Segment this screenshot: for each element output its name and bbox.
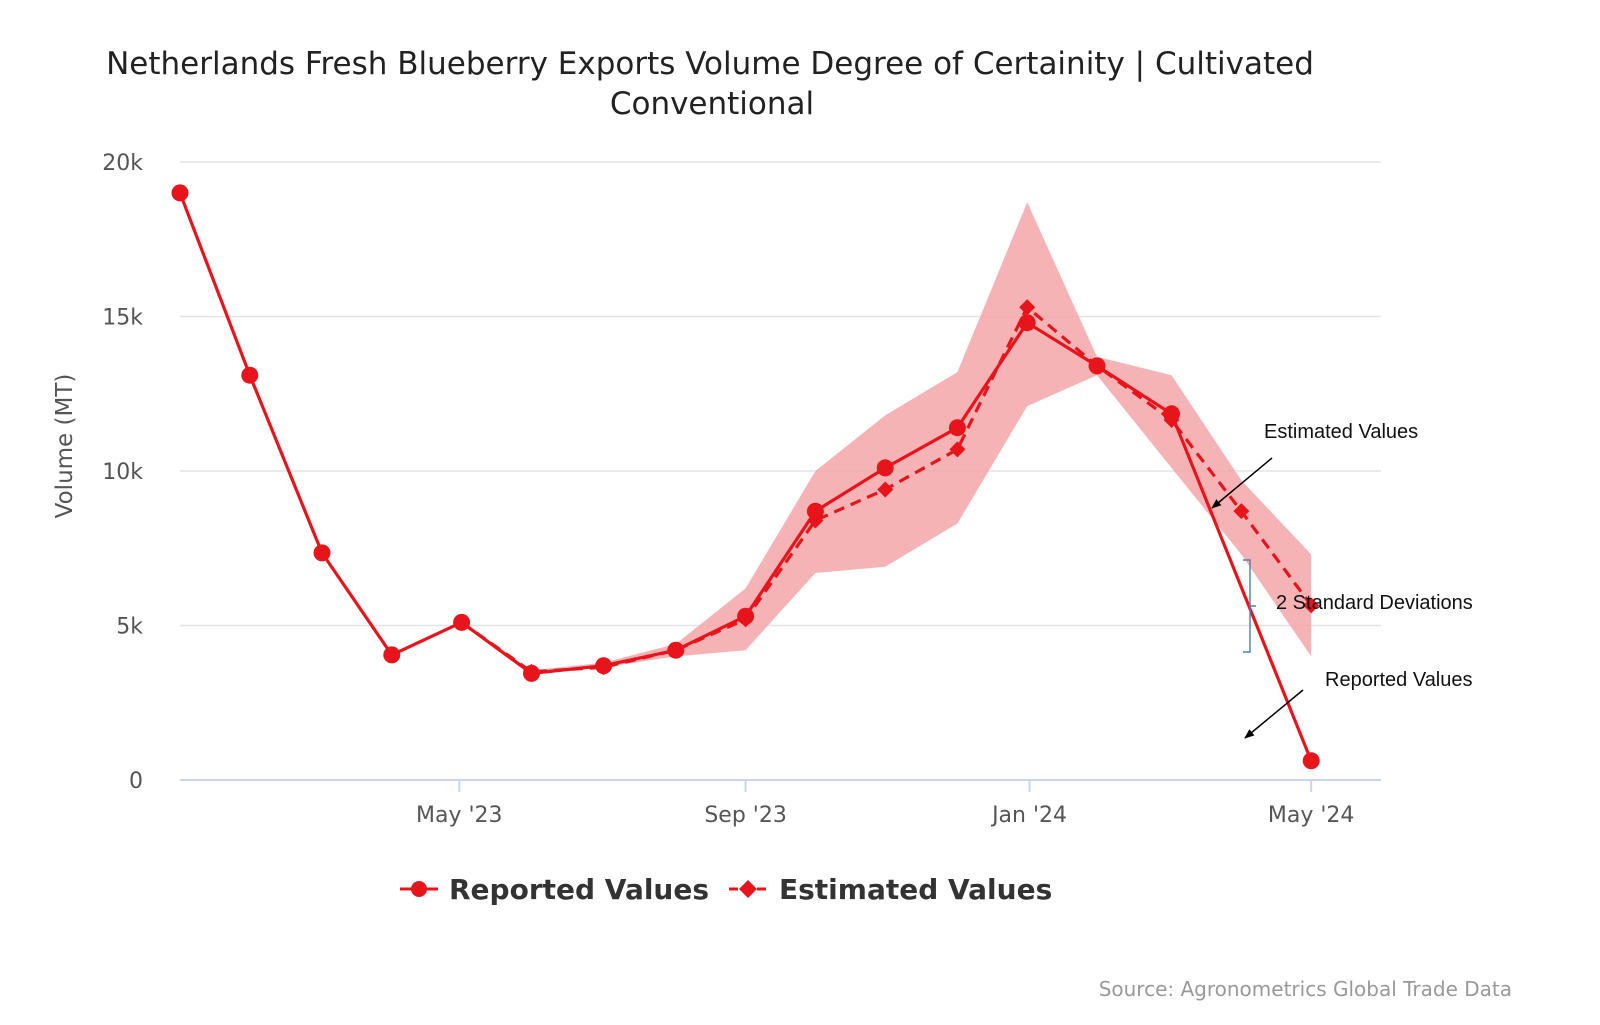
estimated-point[interactable] bbox=[1303, 597, 1320, 614]
reported-point[interactable] bbox=[313, 544, 331, 562]
legend-estimated-marker bbox=[739, 880, 757, 898]
reported-point[interactable] bbox=[171, 184, 189, 202]
y-axis-label: Volume (MT) bbox=[52, 374, 78, 519]
reported-point[interactable] bbox=[806, 502, 824, 520]
reported-point[interactable] bbox=[595, 657, 613, 675]
annotation-std-dev: 2 Standard Deviations bbox=[1276, 592, 1473, 614]
std-dev-bracket bbox=[1243, 559, 1256, 653]
legend-reported-marker bbox=[411, 881, 427, 897]
estimated-point[interactable] bbox=[1019, 299, 1036, 316]
annotation-estimated-values: Estimated Values bbox=[1264, 421, 1418, 443]
reported-point[interactable] bbox=[453, 613, 471, 631]
legend-item-reported[interactable]: Reported Values bbox=[400, 873, 709, 906]
legend-estimated-label: Estimated Values bbox=[779, 873, 1052, 906]
reported-point[interactable] bbox=[948, 419, 966, 437]
y-tick-label: 20k bbox=[102, 151, 143, 176]
reported-values-line bbox=[178, 192, 1313, 762]
legend-reported-label: Reported Values bbox=[449, 873, 709, 906]
legend-item-estimated[interactable]: Estimated Values bbox=[729, 873, 1052, 906]
source-credit: Source: Agronometrics Global Trade Data bbox=[1099, 977, 1512, 1001]
reported-point[interactable] bbox=[1088, 357, 1106, 375]
annotation-reported-arrow bbox=[1244, 689, 1304, 739]
y-axis-ticks: 0 5k 10k 15k 20k bbox=[102, 151, 143, 794]
std-dev-band bbox=[461, 202, 1312, 674]
x-axis-ticks: May '23 Sep '23 Jan '24 May '24 bbox=[416, 780, 1354, 828]
estimated-point[interactable] bbox=[877, 481, 894, 498]
y-tick-label: 10k bbox=[102, 460, 143, 485]
y-tick-label: 15k bbox=[102, 306, 143, 331]
x-tick-label: May '23 bbox=[416, 803, 503, 828]
annotations: Estimated Values 2 Standard Deviations R… bbox=[1211, 421, 1473, 739]
annotation-reported-values: Reported Values bbox=[1325, 669, 1473, 691]
annotation-estimated-arrow bbox=[1211, 457, 1273, 509]
estimated-point[interactable] bbox=[1233, 503, 1250, 520]
chart-title-line2: Conventional bbox=[610, 86, 814, 122]
x-tick-label: Jan '24 bbox=[990, 803, 1067, 828]
reported-point[interactable] bbox=[667, 641, 685, 659]
reported-values-series bbox=[171, 184, 1320, 770]
reported-point[interactable] bbox=[1302, 752, 1320, 770]
reported-point[interactable] bbox=[1018, 314, 1036, 332]
reported-point[interactable] bbox=[241, 366, 259, 384]
x-tick-label: Sep '23 bbox=[704, 803, 787, 828]
reported-point[interactable] bbox=[1163, 405, 1180, 423]
legend: Reported Values Estimated Values bbox=[400, 873, 1052, 906]
estimated-point[interactable] bbox=[949, 441, 966, 458]
reported-point[interactable] bbox=[523, 664, 540, 682]
chart-title-line1: Netherlands Fresh Blueberry Exports Volu… bbox=[106, 46, 1314, 82]
y-tick-label: 0 bbox=[129, 769, 143, 794]
reported-point[interactable] bbox=[383, 646, 401, 664]
x-tick-label: May '24 bbox=[1268, 803, 1355, 828]
reported-point[interactable] bbox=[876, 459, 894, 477]
y-tick-label: 5k bbox=[116, 615, 143, 640]
std-dev-band-area bbox=[461, 202, 1312, 674]
reported-point[interactable] bbox=[737, 607, 755, 625]
